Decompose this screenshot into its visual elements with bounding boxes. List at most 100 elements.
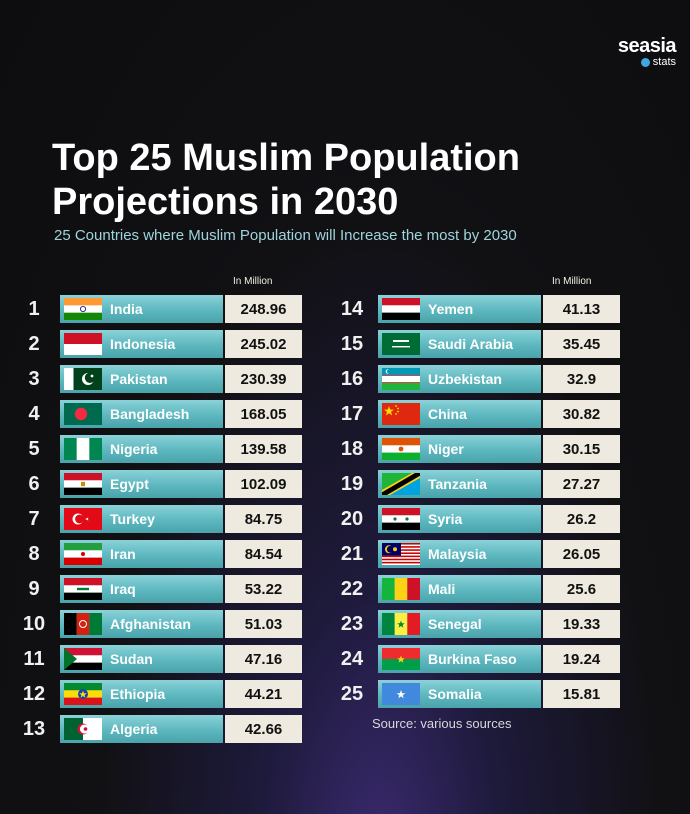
rank-number: 11: [23, 648, 45, 670]
logo-brand: seasia: [617, 35, 677, 57]
population-value: 32.9: [543, 365, 620, 393]
country-bar: Iraq: [60, 575, 223, 603]
population-value: 168.05: [225, 400, 302, 428]
sudan-flag-icon: [64, 648, 102, 670]
source-note: Source: various sources: [372, 716, 512, 731]
rank-number: 2: [28, 333, 40, 355]
niger-flag-icon: [382, 438, 420, 460]
population-value: 42.66: [225, 715, 302, 743]
population-value: 25.6: [543, 575, 620, 603]
population-value: 84.54: [225, 540, 302, 568]
country-bar: Ethiopia: [60, 680, 223, 708]
india-flag-icon: [64, 298, 102, 320]
country-name: Mali: [428, 581, 456, 597]
country-bar: Afghanistan: [60, 610, 223, 638]
country-name: China: [428, 406, 467, 422]
country-bar: India: [60, 295, 223, 323]
country-name: Uzbekistan: [428, 371, 502, 387]
rank-number: 1: [28, 298, 40, 320]
country-bar: Yemen: [378, 295, 541, 323]
population-value: 44.21: [225, 680, 302, 708]
rank-number: 24: [340, 648, 364, 670]
country-name: Iran: [110, 546, 136, 562]
saudi-arabia-flag-icon: [382, 333, 420, 355]
country-bar: China: [378, 400, 541, 428]
nigeria-flag-icon: [64, 438, 102, 460]
country-bar: Pakistan: [60, 365, 223, 393]
country-name: Bangladesh: [110, 406, 190, 422]
unit-label-left: In Million: [233, 276, 273, 287]
population-value: 30.15: [543, 435, 620, 463]
tanzania-flag-icon: [382, 473, 420, 495]
indonesia-flag-icon: [64, 333, 102, 355]
rank-number: 23: [340, 613, 364, 635]
country-name: Nigeria: [110, 441, 158, 457]
country-bar: Niger: [378, 435, 541, 463]
population-value: 53.22: [225, 575, 302, 603]
population-value: 230.39: [225, 365, 302, 393]
unit-label-right: In Million: [552, 276, 592, 287]
country-bar: Tanzania: [378, 470, 541, 498]
population-value: 139.58: [225, 435, 302, 463]
logo-sub-text: stats: [652, 56, 676, 68]
logo-dot-icon: [640, 57, 650, 67]
chart-title: Top 25 Muslim Population Projections in …: [52, 137, 520, 223]
population-value: 47.16: [225, 645, 302, 673]
country-name: Egypt: [110, 476, 149, 492]
rank-number: 22: [340, 578, 364, 600]
rank-number: 9: [28, 578, 40, 600]
burkina-faso-flag-icon: [382, 648, 420, 670]
mali-flag-icon: [382, 578, 420, 600]
population-value: 26.2: [543, 505, 620, 533]
rank-number: 4: [28, 403, 40, 425]
rank-number: 13: [22, 718, 46, 740]
country-bar: Sudan: [60, 645, 223, 673]
population-value: 51.03: [225, 610, 302, 638]
senegal-flag-icon: [382, 613, 420, 635]
uzbekistan-flag-icon: [382, 368, 420, 390]
country-name: Turkey: [110, 511, 155, 527]
country-bar: Burkina Faso: [378, 645, 541, 673]
rank-number: 3: [28, 368, 40, 390]
population-value: 41.13: [543, 295, 620, 323]
somalia-flag-icon: [382, 683, 420, 705]
iraq-flag-icon: [64, 578, 102, 600]
population-value: 19.24: [543, 645, 620, 673]
country-bar: Iran: [60, 540, 223, 568]
population-value: 26.05: [543, 540, 620, 568]
iran-flag-icon: [64, 543, 102, 565]
rank-number: 6: [28, 473, 40, 495]
country-name: Saudi Arabia: [428, 336, 514, 352]
population-value: 84.75: [225, 505, 302, 533]
country-name: Indonesia: [110, 336, 176, 352]
china-flag-icon: [382, 403, 420, 425]
bangladesh-flag-icon: [64, 403, 102, 425]
country-name: Senegal: [428, 616, 482, 632]
population-value: 102.09: [225, 470, 302, 498]
rank-number: 5: [28, 438, 40, 460]
country-name: Niger: [428, 441, 464, 457]
population-value: 15.81: [543, 680, 620, 708]
turkey-flag-icon: [64, 508, 102, 530]
country-bar: Nigeria: [60, 435, 223, 463]
country-name: Somalia: [428, 686, 482, 702]
rank-number: 15: [340, 333, 364, 355]
country-bar: Uzbekistan: [378, 365, 541, 393]
logo-sub: stats: [618, 56, 676, 68]
country-name: Algeria: [110, 721, 158, 737]
egypt-flag-icon: [64, 473, 102, 495]
rank-number: 7: [28, 508, 40, 530]
country-bar: Turkey: [60, 505, 223, 533]
population-value: 19.33: [543, 610, 620, 638]
algeria-flag-icon: [64, 718, 102, 740]
country-bar: Saudi Arabia: [378, 330, 541, 358]
rank-number: 20: [340, 508, 364, 530]
country-name: Sudan: [110, 651, 153, 667]
syria-flag-icon: [382, 508, 420, 530]
rank-number: 8: [28, 543, 40, 565]
population-value: 30.82: [543, 400, 620, 428]
brand-logo: seasia stats: [617, 35, 677, 68]
country-name: Syria: [428, 511, 463, 527]
rank-number: 25: [340, 683, 364, 705]
country-bar: Indonesia: [60, 330, 223, 358]
